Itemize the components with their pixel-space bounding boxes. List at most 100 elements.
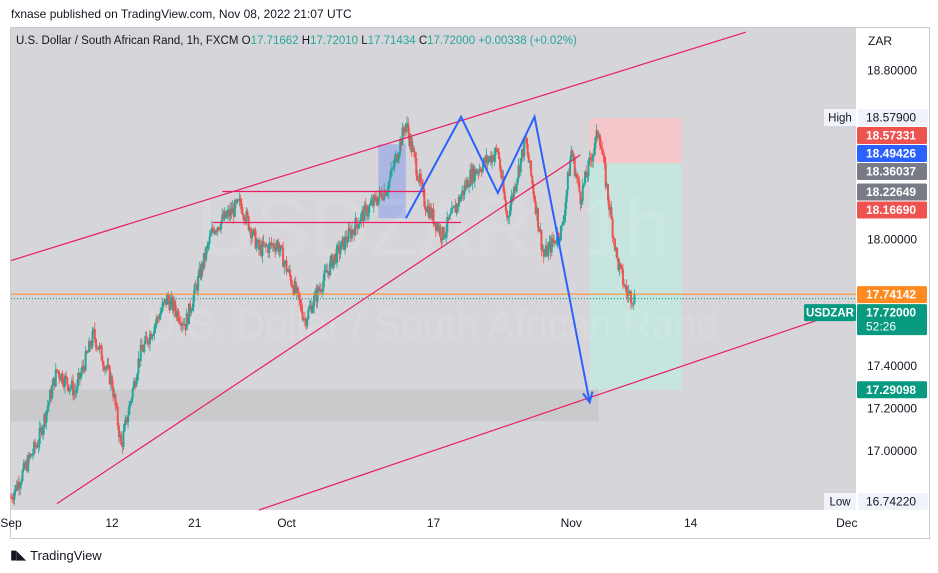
candle-down xyxy=(364,204,367,206)
candle-up xyxy=(49,389,52,402)
candle-up xyxy=(564,202,567,216)
candle-down xyxy=(598,135,601,146)
y-tick-label: 17.00000 xyxy=(867,444,917,458)
tradingview-logo-icon: ▮◣ xyxy=(10,547,26,562)
candle-down xyxy=(310,305,313,313)
candle-up xyxy=(550,238,553,253)
candle-up xyxy=(448,215,451,220)
candle-up xyxy=(333,253,336,259)
candle-down xyxy=(410,137,413,152)
candle-up xyxy=(501,176,504,178)
candle-down xyxy=(362,210,365,221)
price-label: 18.36037 xyxy=(866,165,916,179)
candle-up xyxy=(386,191,389,194)
candle-up xyxy=(286,271,289,273)
candle-down xyxy=(246,211,249,217)
legend-close-key: C xyxy=(418,35,428,47)
candle-up xyxy=(16,482,19,490)
candle-up xyxy=(77,372,80,380)
candle-up xyxy=(570,150,573,160)
candle-up xyxy=(455,204,458,213)
candle-up xyxy=(592,154,595,162)
candle-up xyxy=(401,127,404,146)
candle-up xyxy=(463,185,466,195)
candle-down xyxy=(107,364,110,367)
candle-down xyxy=(218,229,221,231)
candle-up xyxy=(22,462,25,471)
candle-up xyxy=(63,375,66,387)
candle-up xyxy=(135,381,138,387)
candle-down xyxy=(66,377,69,385)
candle-down xyxy=(375,196,378,203)
legend-open-key: O xyxy=(241,35,251,47)
candle-up xyxy=(445,231,448,237)
candle-up xyxy=(431,209,434,219)
x-tick-label: 17 xyxy=(427,516,441,530)
candle-up xyxy=(151,335,154,339)
price-label-box xyxy=(857,183,927,201)
candle-down xyxy=(274,248,277,252)
candle-up xyxy=(210,227,213,234)
candle-up xyxy=(361,210,364,214)
x-tick-label: Sep xyxy=(0,516,22,530)
candle-down xyxy=(292,287,295,295)
candle-up xyxy=(396,158,399,163)
support-zone xyxy=(11,389,599,422)
candle-down xyxy=(145,336,148,339)
candle-down xyxy=(241,213,244,216)
candle-up xyxy=(92,328,95,332)
candle-up xyxy=(341,237,344,241)
candle-up xyxy=(279,245,282,251)
candle-up xyxy=(136,374,139,382)
candle-up xyxy=(193,284,196,296)
candle-down xyxy=(224,211,227,218)
candle-up xyxy=(75,389,78,393)
candle-down xyxy=(230,208,233,214)
candle-up xyxy=(559,225,562,240)
candle-up xyxy=(269,242,272,244)
candle-up xyxy=(124,417,127,424)
candle-down xyxy=(12,499,15,501)
candle-up xyxy=(231,207,234,214)
candle-up xyxy=(275,245,278,252)
candle-down xyxy=(264,243,267,247)
candle-down xyxy=(611,218,614,238)
candle-down xyxy=(138,358,141,362)
x-tick-label: Dec xyxy=(836,516,857,530)
candle-down xyxy=(470,169,473,184)
candle-up xyxy=(350,229,353,239)
candle-up xyxy=(80,372,83,379)
candle-down xyxy=(604,163,607,187)
candle-up xyxy=(252,229,255,235)
candle-down xyxy=(315,291,318,302)
candle-down xyxy=(462,190,465,195)
x-tick-label: Oct xyxy=(277,516,296,530)
candle-up xyxy=(47,401,50,407)
candle-up xyxy=(68,388,71,391)
publisher-line: fxnase published on TradingView.com, Nov… xyxy=(11,7,352,21)
candle-up xyxy=(512,187,515,198)
chart-background-shade xyxy=(11,28,856,510)
candle-up xyxy=(169,299,172,310)
candle-down xyxy=(105,367,108,369)
candle-down xyxy=(74,390,77,393)
candle-up xyxy=(450,207,453,214)
candle-up xyxy=(329,260,332,276)
candle-down xyxy=(345,236,348,242)
tradingview-brand[interactable]: ▮◣ TradingView xyxy=(10,547,102,563)
candle-up xyxy=(223,211,226,220)
candle-down xyxy=(495,147,498,150)
candle-up xyxy=(152,333,155,336)
candle-down xyxy=(619,263,622,266)
candle-up xyxy=(163,299,166,302)
candle-down xyxy=(434,222,437,231)
candle-up xyxy=(387,182,390,192)
candle-down xyxy=(133,381,136,387)
legend-high: 17.72010 xyxy=(310,35,359,47)
candle-down xyxy=(61,373,64,384)
candle-down xyxy=(423,189,426,207)
candle-down xyxy=(342,237,345,250)
candle-down xyxy=(257,239,260,250)
candle-down xyxy=(201,263,204,269)
